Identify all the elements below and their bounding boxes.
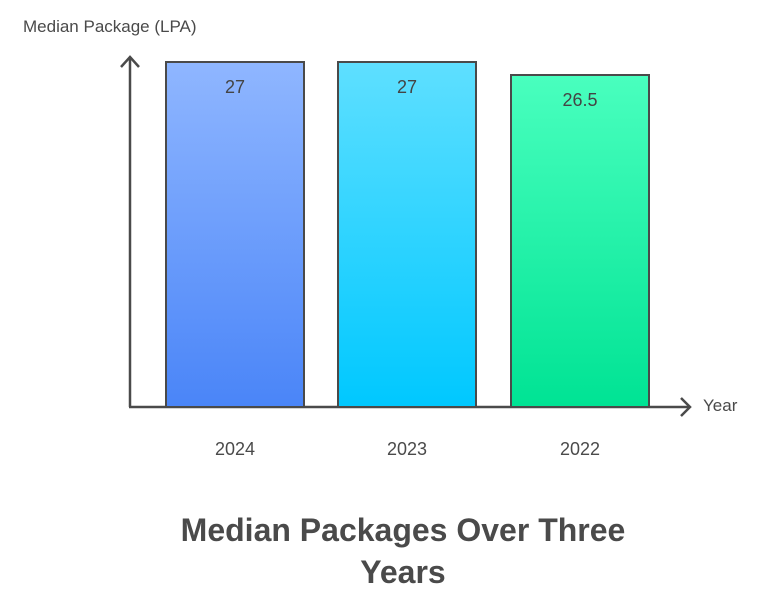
chart-title-line1: Median Packages Over Three [180, 512, 626, 548]
bar-2023: 27 [337, 61, 477, 406]
bar-value-label: 26.5 [562, 90, 598, 110]
chart-title-line2: Years [360, 554, 446, 590]
bar-2024: 27 [165, 61, 305, 406]
x-tick-label: 2024 [214, 439, 256, 459]
y-axis-label: Median Package (LPA) [23, 17, 197, 36]
x-axis-label: Year [703, 396, 738, 415]
x-tick-label: 2022 [559, 439, 601, 459]
x-tick-label: 2023 [386, 439, 428, 459]
bar-value-label: 27 [224, 77, 246, 97]
bar-value-label: 27 [396, 77, 418, 97]
chart-title: Median Packages Over Three Years [0, 509, 772, 593]
bar-2022: 26.5 [510, 74, 650, 406]
